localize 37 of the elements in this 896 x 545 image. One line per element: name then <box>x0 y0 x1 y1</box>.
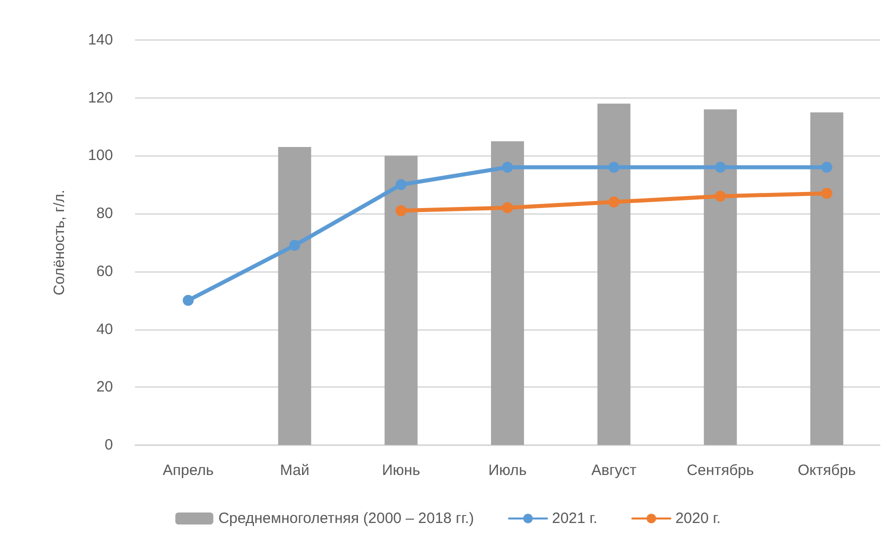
y-tick-label: 140 <box>88 32 113 48</box>
point <box>821 188 832 199</box>
y-tick-label: 120 <box>88 89 113 106</box>
point <box>182 294 194 306</box>
bar <box>704 109 737 445</box>
point <box>608 162 620 173</box>
x-tick-label: Октябрь <box>798 462 856 479</box>
y-tick-label: 80 <box>96 205 113 222</box>
y-tick-label: 20 <box>96 378 113 396</box>
bar <box>491 141 524 445</box>
legend-label: 2021 г. <box>552 510 598 527</box>
y-tick-label: 100 <box>88 147 113 164</box>
bar <box>278 147 312 445</box>
x-tick-label: Август <box>591 462 637 479</box>
legend-label: 2020 г. <box>675 510 721 527</box>
point <box>289 240 300 251</box>
bar <box>810 112 844 445</box>
point <box>821 162 832 173</box>
x-tick-label: Июнь <box>382 462 420 479</box>
x-tick-label: Апрель <box>162 462 214 479</box>
legend-label: Среднемноголетняя (2000 – 2018 гг.) <box>218 510 474 527</box>
point <box>714 162 726 173</box>
point <box>502 162 513 173</box>
point <box>714 190 726 202</box>
bar <box>597 104 630 445</box>
point <box>396 205 407 216</box>
bar <box>384 156 418 445</box>
point <box>396 179 407 190</box>
x-tick-label: Май <box>280 462 310 479</box>
point <box>502 202 513 214</box>
y-tick-label: 40 <box>96 320 113 338</box>
point <box>608 196 620 208</box>
y-axis-title: Солёность, г/л. <box>51 190 68 296</box>
y-tick-label: 60 <box>96 262 113 280</box>
x-tick-label: Июль <box>488 462 527 479</box>
x-tick-label: Сентябрь <box>686 462 754 479</box>
y-tick-label: 0 <box>104 436 113 454</box>
